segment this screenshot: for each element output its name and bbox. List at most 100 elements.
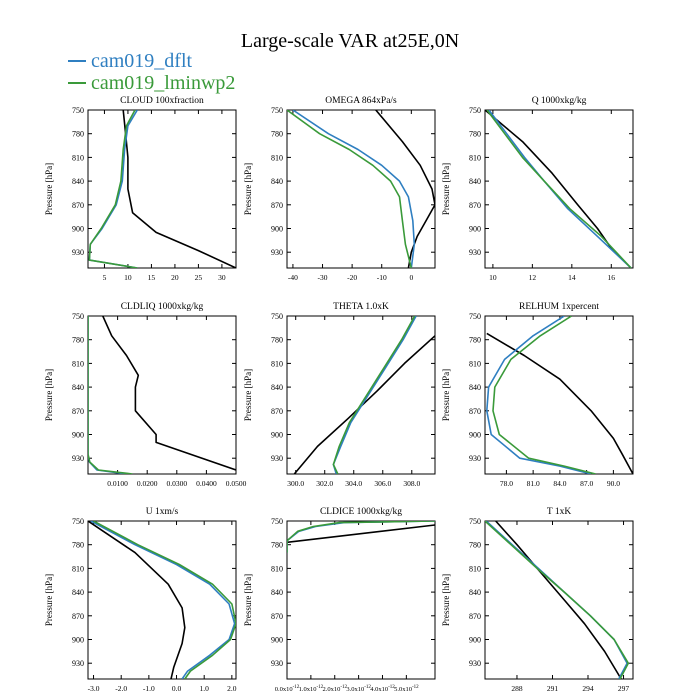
panel-title: CLDLIQ 1000xkg/kg <box>121 302 204 312</box>
x-tick-label: 2.0 <box>227 684 237 693</box>
x-tick-label: 16 <box>608 273 616 282</box>
y-axis-label: Pressure [hPa] <box>44 163 54 215</box>
x-tick-label: 294 <box>582 684 594 693</box>
panel-8: CLDICE 1000xkg/kg Pressure [hPa] 750 780 810… <box>243 507 436 693</box>
x-tick-label: 3.0x10-12 <box>346 685 371 693</box>
y-tick-label: 810 <box>271 564 283 573</box>
y-tick-label: 780 <box>271 130 283 139</box>
series-line-control <box>122 110 236 268</box>
y-axis-label: Pressure [hPa] <box>441 369 451 421</box>
x-tick-label: 291 <box>547 684 559 693</box>
panel-9: T 1xK Pressure [hPa] 750 780 810 840 870 900 930… <box>441 507 634 693</box>
y-tick-label: 900 <box>72 431 84 440</box>
panel-1: CLOUD 100xfraction Pressure [hPa] 750 780 81… <box>44 95 237 282</box>
panel-title: T 1xK <box>547 507 572 517</box>
series-line-lminwp2 <box>332 316 416 474</box>
y-tick-label: 840 <box>469 588 481 597</box>
x-tick-label: 90.0 <box>607 479 620 488</box>
series-line-control <box>293 335 435 474</box>
x-tick-label: 87.0 <box>580 479 593 488</box>
y-tick-label: 810 <box>469 564 481 573</box>
panel-7: U 1xm/s Pressure [hPa] 750 780 810 840 870 900 9… <box>44 507 237 693</box>
panel-title: OMEGA 864xPa/s <box>325 96 397 106</box>
x-tick-exponent: -12 <box>388 685 395 690</box>
legend-label-lminwp2: cam019_lminwp2 <box>91 71 236 94</box>
y-tick-label: 810 <box>72 153 84 162</box>
x-tick-label: 1.0x10-12 <box>299 685 324 693</box>
y-tick-label: 750 <box>72 312 84 321</box>
x-tick-label: 78.0 <box>500 479 513 488</box>
series-line-lminwp2 <box>287 521 435 553</box>
y-tick-label: 810 <box>271 359 283 368</box>
legend-item-lminwp2: cam019_lminwp2 <box>68 72 235 94</box>
y-tick-label: 810 <box>72 564 84 573</box>
y-tick-label: 930 <box>271 248 283 257</box>
y-tick-label: 840 <box>72 588 84 597</box>
plot-frame <box>87 520 237 680</box>
y-axis-label: Pressure [hPa] <box>441 574 451 626</box>
legend-swatch-lminwp2 <box>68 82 86 84</box>
series-line-lminwp2 <box>287 110 413 268</box>
panel-title: Q 1000xkg/kg <box>532 96 587 106</box>
y-tick-label: 840 <box>72 177 84 186</box>
y-tick-label: 840 <box>271 588 283 597</box>
y-tick-label: 900 <box>72 636 84 645</box>
x-tick-label: 15 <box>148 273 156 282</box>
y-tick-label: 840 <box>271 383 283 392</box>
series-line-lminwp2 <box>93 521 236 679</box>
x-tick-label: 288 <box>511 684 523 693</box>
x-tick-label: 5.0x10-12 <box>394 685 419 693</box>
panel-2: OMEGA 864xPa/s Pressure [hPa] 750 780 810 840… <box>243 96 436 282</box>
x-tick-label: -30 <box>318 273 328 282</box>
x-tick-label: 10 <box>489 273 497 282</box>
series-line-control <box>486 332 633 474</box>
series-line-dflt <box>90 521 236 679</box>
series-line-dflt <box>88 110 138 268</box>
y-tick-label: 930 <box>72 248 84 257</box>
x-tick-label: 0.0200 <box>137 479 158 488</box>
x-tick-label: 81.0 <box>527 479 540 488</box>
x-tick-label: 306.0 <box>374 479 391 488</box>
x-tick-label: 0.0500 <box>226 479 247 488</box>
y-tick-label: 840 <box>469 177 481 186</box>
x-tick-label: 4.0x10-12 <box>370 685 395 693</box>
y-tick-label: 780 <box>469 336 481 345</box>
y-tick-label: 840 <box>469 383 481 392</box>
x-tick-label: 5 <box>103 273 107 282</box>
x-tick-label: -20 <box>347 273 357 282</box>
y-tick-label: 780 <box>469 541 481 550</box>
y-tick-label: 930 <box>72 454 84 463</box>
x-tick-label: 2.0x10-12 <box>322 685 347 693</box>
series-line-lminwp2 <box>88 316 133 474</box>
y-tick-label: 900 <box>72 225 84 234</box>
y-tick-label: 810 <box>469 153 481 162</box>
y-tick-label: 750 <box>271 106 283 115</box>
y-tick-label: 810 <box>469 359 481 368</box>
y-tick-label: 930 <box>469 454 481 463</box>
y-tick-label: 840 <box>72 383 84 392</box>
figure-title: Large-scale VAR at25E,0N <box>240 30 460 52</box>
legend: cam019_dflt cam019_lminwp2 <box>68 50 235 94</box>
x-tick-label: 12 <box>529 273 537 282</box>
y-tick-label: 930 <box>469 659 481 668</box>
series-line-control <box>88 521 186 679</box>
plot-frame <box>484 315 634 475</box>
panel-3: Q 1000xkg/kg Pressure [hPa] 750 780 810 840 87… <box>441 96 634 282</box>
panel-title: RELHUM 1xpercent <box>519 302 599 312</box>
x-tick-exponent: -12 <box>364 685 371 690</box>
x-tick-label: 0.0x10-12 <box>275 685 300 693</box>
x-tick-label: 84.0 <box>553 479 566 488</box>
y-tick-label: 870 <box>72 407 84 416</box>
panel-title: CLOUD 100xfraction <box>120 95 204 106</box>
x-tick-exponent: -12 <box>340 685 347 690</box>
y-tick-label: 900 <box>469 636 481 645</box>
x-tick-label: 14 <box>568 273 576 282</box>
plot-frame <box>484 520 634 680</box>
plot-frame <box>286 109 436 269</box>
y-tick-label: 900 <box>271 636 283 645</box>
series-line-control <box>287 524 435 544</box>
series-line-lminwp2 <box>492 316 596 474</box>
y-tick-label: 840 <box>271 177 283 186</box>
y-tick-label: 780 <box>469 130 481 139</box>
